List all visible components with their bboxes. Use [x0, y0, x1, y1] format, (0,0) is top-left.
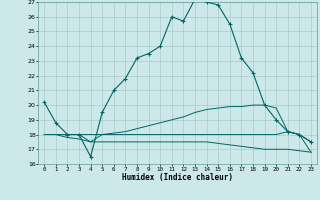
X-axis label: Humidex (Indice chaleur): Humidex (Indice chaleur) [122, 173, 233, 182]
